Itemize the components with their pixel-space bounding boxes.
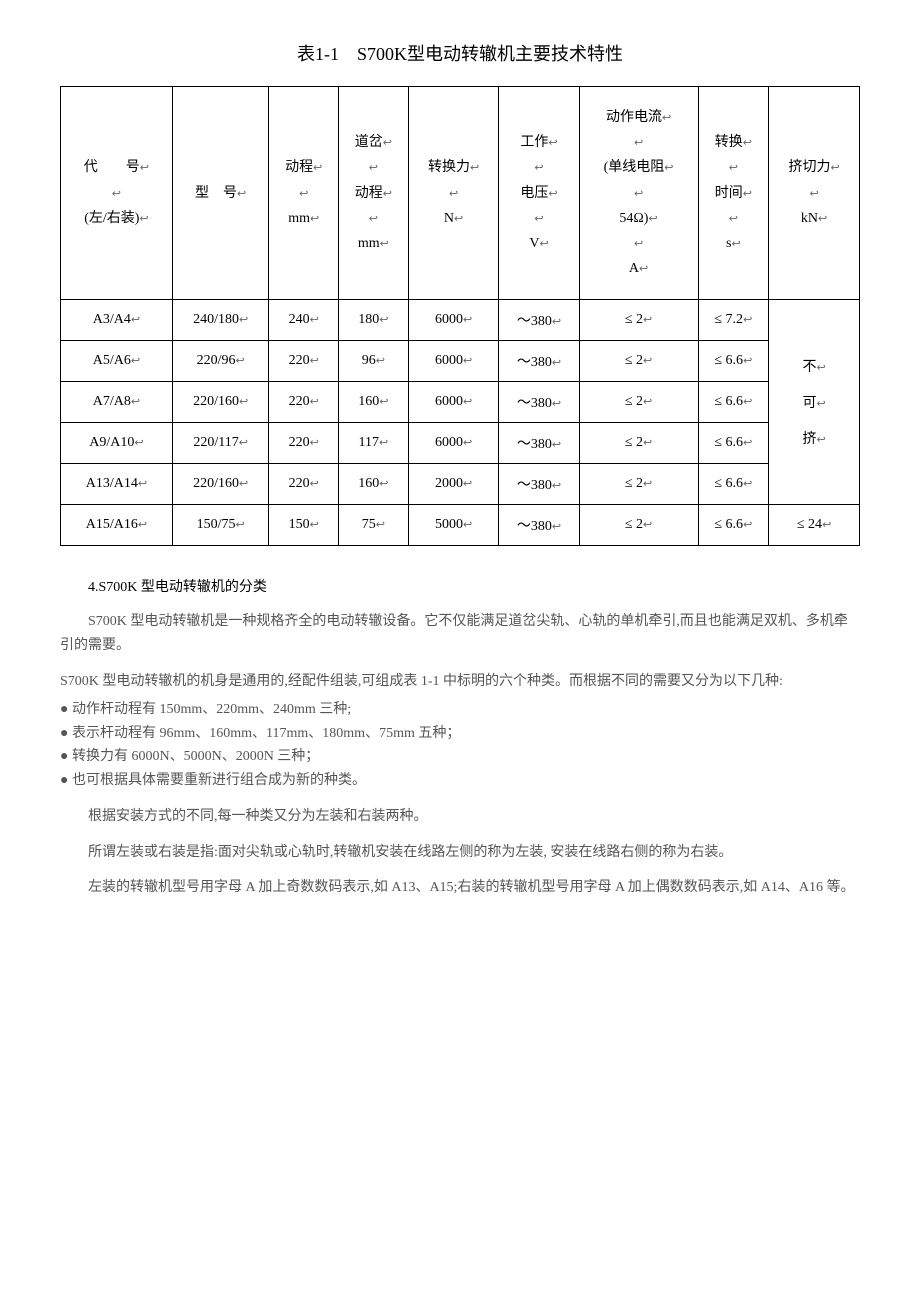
- table-cell: ≤ 2↩: [579, 505, 698, 546]
- table-cell: ≤ 6.6↩: [698, 382, 769, 423]
- bullet-list: 动作杆动程有 150mm、220mm、240mm 三种;表示杆动程有 96mm、…: [60, 698, 860, 793]
- table-cell: ≤ 2↩: [579, 464, 698, 505]
- table-row: A9/A10↩220/117↩220↩117↩6000↩～380↩≤ 2↩≤ 6…: [61, 423, 860, 464]
- table-cell: A5/A6↩: [61, 341, 173, 382]
- table-cell: 220↩: [269, 382, 339, 423]
- table-cell: 240↩: [269, 300, 339, 341]
- table-header-row: 代 号↩↩(左/右装)↩ 型 号↩ 动程↩↩mm↩ 道岔↩↩动程↩↩mm↩ 转换…: [61, 87, 860, 300]
- table-cell: 220↩: [269, 423, 339, 464]
- table-cell: ≤ 6.6↩: [698, 423, 769, 464]
- paragraph-4: 所谓左装或右装是指:面对尖轨或心轨时,转辙机安装在线路左侧的称为左装, 安装在线…: [60, 841, 860, 865]
- table-cell: A7/A8↩: [61, 382, 173, 423]
- table-cell: 160↩: [339, 382, 409, 423]
- table-cell: ≤ 6.6↩: [698, 505, 769, 546]
- table-cell: 180↩: [339, 300, 409, 341]
- table-row: A13/A14↩220/160↩220↩160↩2000↩～380↩≤ 2↩≤ …: [61, 464, 860, 505]
- table-cell: 117↩: [339, 423, 409, 464]
- table-cell: ～380↩: [499, 505, 579, 546]
- th-switch-stroke: 道岔↩↩动程↩↩mm↩: [339, 87, 409, 300]
- table-row: A15/A16↩150/75↩150↩75↩5000↩～380↩≤ 2↩≤ 6.…: [61, 505, 860, 546]
- paragraph-3: 根据安装方式的不同,每一种类又分为左装和右装两种。: [60, 805, 860, 829]
- th-time: 转换↩↩时间↩↩s↩: [698, 87, 769, 300]
- table-cell: 220/96↩: [172, 341, 269, 382]
- table-cell: 220/160↩: [172, 382, 269, 423]
- table-cell: A3/A4↩: [61, 300, 173, 341]
- table-cell: ≤ 2↩: [579, 382, 698, 423]
- table-cell: ≤ 6.6↩: [698, 464, 769, 505]
- table-cell: 220↩: [269, 341, 339, 382]
- table-cell: A13/A14↩: [61, 464, 173, 505]
- shear-merged-cell: 不↩可↩挤↩: [769, 300, 860, 505]
- table-cell: ～380↩: [499, 423, 579, 464]
- table-title: 表1-1 S700K型电动转辙机主要技术特性: [60, 40, 860, 66]
- th-model: 型 号↩: [172, 87, 269, 300]
- table-cell: ≤ 6.6↩: [698, 341, 769, 382]
- th-stroke: 动程↩↩mm↩: [269, 87, 339, 300]
- th-current: 动作电流↩↩(单线电阻↩↩54Ω)↩↩A↩: [579, 87, 698, 300]
- table-cell: 2000↩: [408, 464, 499, 505]
- bullet-item: 表示杆动程有 96mm、160mm、117mm、180mm、75mm 五种；: [60, 722, 860, 746]
- table-cell: 150↩: [269, 505, 339, 546]
- table-cell: 240/180↩: [172, 300, 269, 341]
- section-heading: 4.S700K 型电动转辙机的分类: [60, 576, 860, 596]
- table-row: A3/A4↩240/180↩240↩180↩6000↩～380↩≤ 2↩≤ 7.…: [61, 300, 860, 341]
- table-cell: 160↩: [339, 464, 409, 505]
- table-cell: A9/A10↩: [61, 423, 173, 464]
- table-cell: ≤ 7.2↩: [698, 300, 769, 341]
- bullet-item: 动作杆动程有 150mm、220mm、240mm 三种;: [60, 698, 860, 722]
- spec-table: 代 号↩↩(左/右装)↩ 型 号↩ 动程↩↩mm↩ 道岔↩↩动程↩↩mm↩ 转换…: [60, 86, 860, 546]
- table-cell: 6000↩: [408, 382, 499, 423]
- paragraph-5: 左装的转辙机型号用字母 A 加上奇数数码表示,如 A13、A15;右装的转辙机型…: [60, 876, 860, 900]
- table-cell: ≤ 2↩: [579, 341, 698, 382]
- table-cell: ～380↩: [499, 341, 579, 382]
- table-cell: 96↩: [339, 341, 409, 382]
- th-voltage: 工作↩↩电压↩↩V↩: [499, 87, 579, 300]
- bullet-item: 转换力有 6000N、5000N、2000N 三种；: [60, 745, 860, 769]
- table-cell: ～380↩: [499, 300, 579, 341]
- th-shear: 挤切力↩↩kN↩: [769, 87, 860, 300]
- table-cell: 6000↩: [408, 341, 499, 382]
- table-cell: ≤ 2↩: [579, 300, 698, 341]
- table-cell: 220/160↩: [172, 464, 269, 505]
- paragraph-2: S700K 型电动转辙机的机身是通用的,经配件组装,可组成表 1-1 中标明的六…: [60, 670, 860, 694]
- table-cell: 220/117↩: [172, 423, 269, 464]
- table-row: A7/A8↩220/160↩220↩160↩6000↩～380↩≤ 2↩≤ 6.…: [61, 382, 860, 423]
- bullet-item: 也可根据具体需要重新进行组合成为新的种类。: [60, 769, 860, 793]
- table-cell: 6000↩: [408, 423, 499, 464]
- table-cell: ～380↩: [499, 464, 579, 505]
- shear-last-cell: ≤ 24↩: [769, 505, 860, 546]
- table-cell: ～380↩: [499, 382, 579, 423]
- table-cell: 5000↩: [408, 505, 499, 546]
- th-force: 转换力↩↩N↩: [408, 87, 499, 300]
- table-cell: 6000↩: [408, 300, 499, 341]
- table-cell: 75↩: [339, 505, 409, 546]
- table-row: A5/A6↩220/96↩220↩96↩6000↩～380↩≤ 2↩≤ 6.6↩: [61, 341, 860, 382]
- table-cell: ≤ 2↩: [579, 423, 698, 464]
- table-cell: 150/75↩: [172, 505, 269, 546]
- table-cell: A15/A16↩: [61, 505, 173, 546]
- table-cell: 220↩: [269, 464, 339, 505]
- th-code: 代 号↩↩(左/右装)↩: [61, 87, 173, 300]
- paragraph-1: S700K 型电动转辙机是一种规格齐全的电动转辙设备。它不仅能满足道岔尖轨、心轨…: [60, 610, 860, 658]
